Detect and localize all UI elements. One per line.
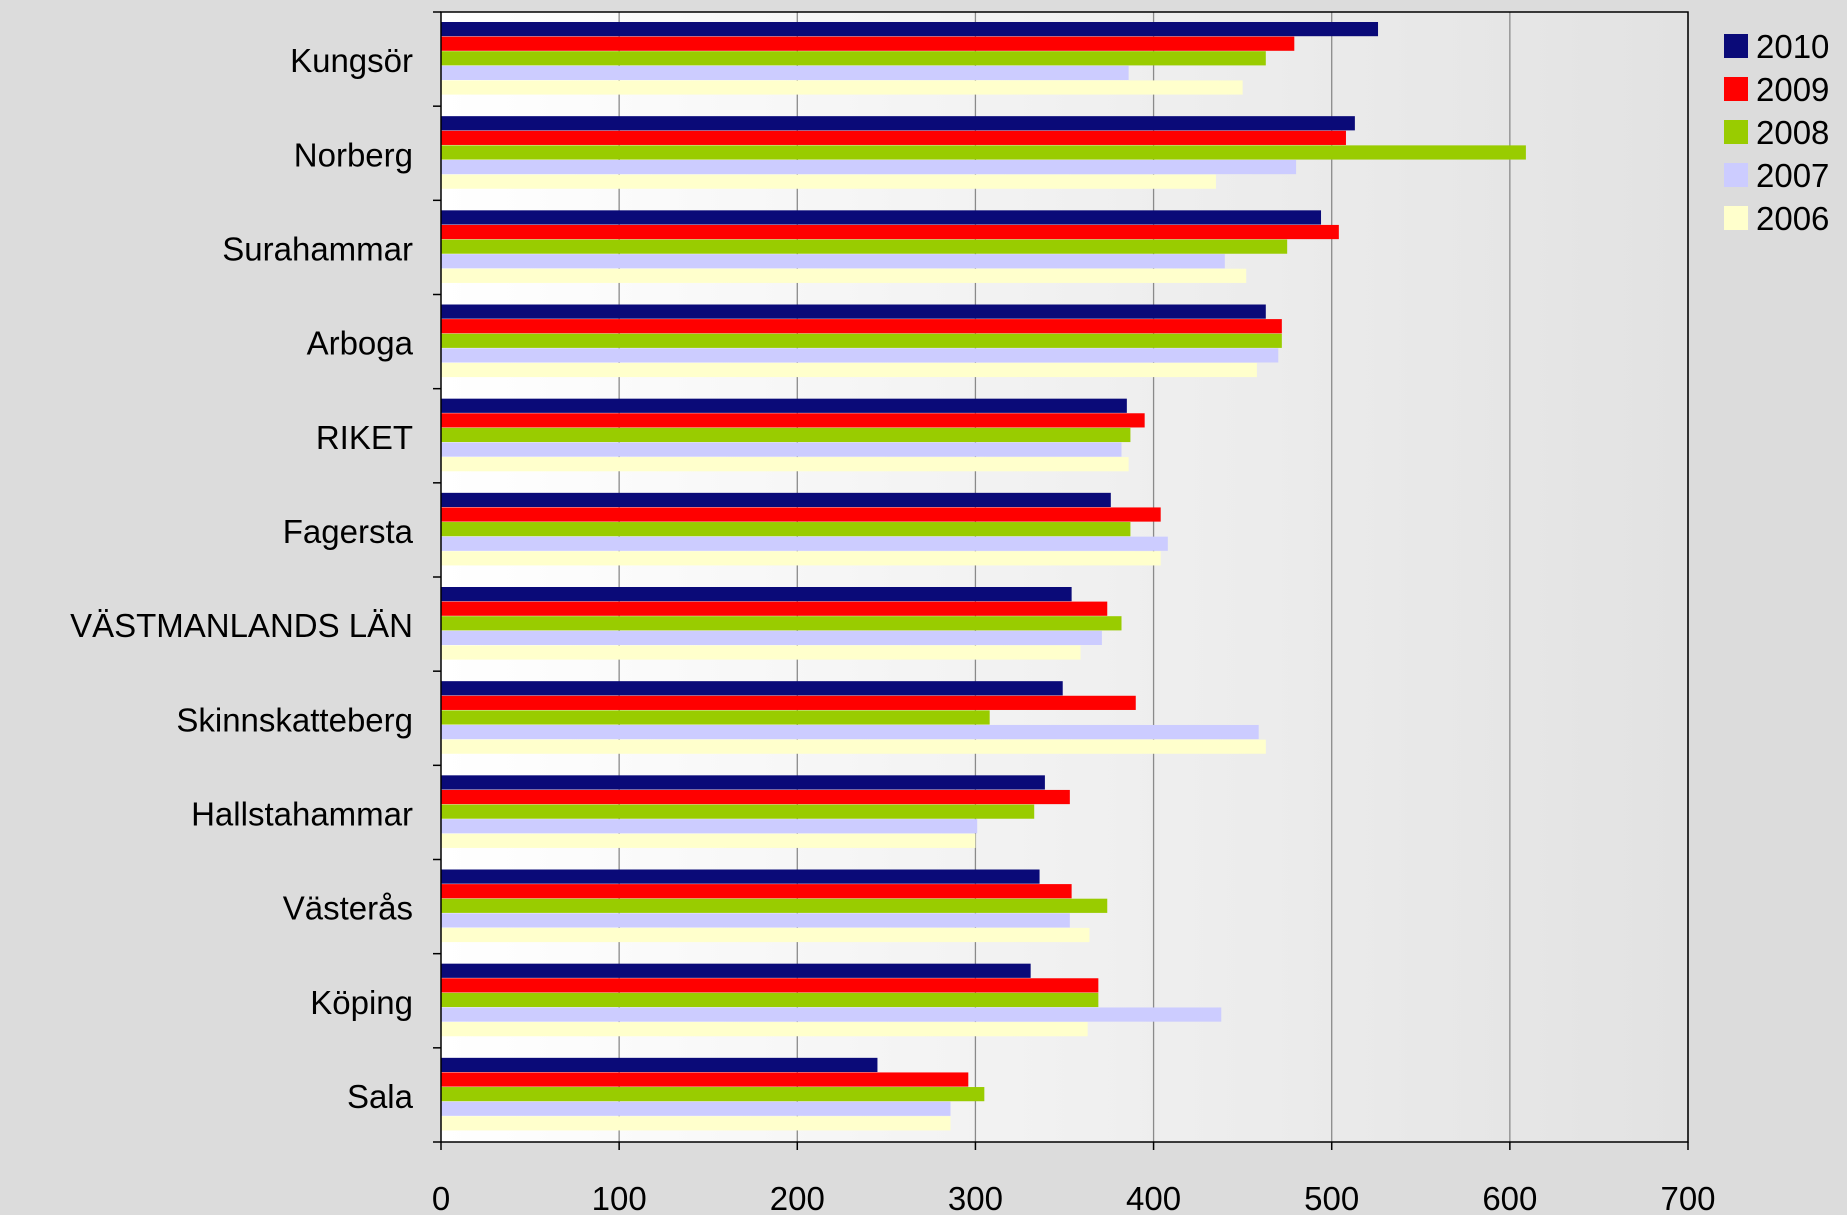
bar-2006-9 — [441, 927, 1090, 943]
bar-2007-3 — [441, 348, 1279, 363]
bar-2006-2 — [441, 268, 1247, 283]
bar-2009-7 — [441, 695, 1136, 710]
legend-swatch-2009 — [1724, 77, 1748, 101]
bar-2006-6 — [441, 645, 1081, 660]
bar-2010-1 — [441, 116, 1355, 131]
legend-swatch-2010 — [1724, 34, 1748, 58]
bar-2006-4 — [441, 457, 1129, 472]
x-tick-label: 600 — [1482, 1180, 1537, 1215]
x-tick-label: 400 — [1126, 1180, 1181, 1215]
bar-2007-2 — [441, 254, 1225, 269]
category-label: Köping — [310, 984, 413, 1021]
bar-2010-10 — [441, 963, 1031, 978]
bar-2008-11 — [441, 1087, 985, 1102]
bar-2008-8 — [441, 804, 1035, 819]
bar-2007-5 — [441, 536, 1168, 551]
bar-2009-1 — [441, 130, 1346, 145]
bar-2008-1 — [441, 145, 1526, 160]
bar-2006-3 — [441, 362, 1257, 378]
bar-2007-11 — [441, 1101, 951, 1116]
bar-2008-2 — [441, 239, 1288, 254]
legend-swatch-2007 — [1724, 163, 1748, 187]
category-label: Arboga — [307, 325, 414, 362]
bar-2010-5 — [441, 492, 1111, 508]
category-label: VÄSTMANLANDS LÄN — [70, 607, 413, 644]
category-label: Skinnskatteberg — [176, 701, 413, 738]
bar-2008-9 — [441, 898, 1108, 913]
bar-2006-7 — [441, 739, 1266, 754]
bar-2008-7 — [441, 710, 990, 725]
legend-label: 2007 — [1756, 157, 1829, 194]
category-label: Norberg — [294, 136, 413, 173]
legend-label: 2009 — [1756, 71, 1829, 108]
category-label: Surahammar — [222, 230, 413, 267]
bar-2010-8 — [441, 775, 1045, 790]
plot-area — [441, 12, 1688, 1142]
category-label: Hallstahammar — [191, 795, 413, 832]
category-label: Kungsör — [290, 42, 413, 79]
bar-2006-10 — [441, 1022, 1088, 1037]
bar-2010-9 — [441, 869, 1040, 884]
bar-2006-11 — [441, 1116, 951, 1131]
category-label: Fagersta — [283, 513, 414, 550]
bar-2009-0 — [441, 36, 1295, 51]
legend-label: 2008 — [1756, 114, 1829, 151]
bar-2010-3 — [441, 304, 1266, 319]
bar-2007-10 — [441, 1007, 1222, 1022]
axes — [433, 11, 1689, 1150]
category-labels: Kungsör Norberg Surahammar Arboga RIKET Fager… — [70, 42, 414, 1115]
legend-label: 2010 — [1756, 28, 1829, 65]
category-label: RIKET — [316, 419, 413, 456]
bar-2009-2 — [441, 224, 1339, 240]
bar-2010-0 — [441, 22, 1379, 37]
x-tick-label: 700 — [1660, 1180, 1715, 1215]
bar-2008-4 — [441, 427, 1131, 443]
bar-2008-5 — [441, 522, 1131, 537]
category-label: Sala — [347, 1078, 414, 1115]
x-tick-label: 300 — [948, 1180, 1003, 1215]
bar-2007-6 — [441, 630, 1102, 645]
legend-label: 2006 — [1756, 200, 1829, 237]
x-tick-label: 200 — [770, 1180, 825, 1215]
legend-swatch-2008 — [1724, 120, 1748, 144]
bar-2007-7 — [441, 724, 1259, 740]
bar-2006-5 — [441, 551, 1161, 566]
bar-2010-11 — [441, 1057, 878, 1073]
bar-2007-1 — [441, 159, 1297, 175]
bar-2010-6 — [441, 587, 1072, 602]
plot-background — [441, 12, 1688, 1142]
bar-2010-2 — [441, 210, 1322, 225]
bar-2009-6 — [441, 601, 1108, 616]
bar-2007-0 — [441, 65, 1129, 80]
bar-2009-11 — [441, 1072, 969, 1087]
x-tick-label: 0 — [432, 1180, 450, 1215]
bar-2009-5 — [441, 507, 1161, 522]
bar-2007-8 — [441, 819, 978, 834]
x-tick-labels: 0 100 200 300 400 500 600 700 — [432, 1180, 1716, 1215]
bar-2008-6 — [441, 616, 1122, 631]
bar-2007-4 — [441, 442, 1122, 457]
bar-2009-9 — [441, 884, 1072, 899]
bar-2009-4 — [441, 413, 1145, 428]
bar-2008-3 — [441, 333, 1282, 348]
bar-2008-0 — [441, 51, 1266, 66]
legend-swatch-2006 — [1724, 206, 1748, 230]
bar-2009-8 — [441, 789, 1070, 805]
bar-2010-7 — [441, 681, 1063, 696]
bar-2006-8 — [441, 833, 976, 848]
bar-2010-4 — [441, 398, 1127, 413]
bar-2006-1 — [441, 174, 1216, 189]
bar-2006-0 — [441, 80, 1243, 95]
bar-2009-10 — [441, 978, 1099, 993]
category-label: Västerås — [283, 890, 413, 927]
bar-2009-3 — [441, 319, 1282, 334]
x-tick-label: 500 — [1304, 1180, 1359, 1215]
bars — [441, 22, 1526, 1131]
x-tick-label: 100 — [592, 1180, 647, 1215]
bar-2007-9 — [441, 913, 1070, 928]
bar-2008-10 — [441, 992, 1099, 1008]
legend: 2010 2009 2008 2007 2006 — [1724, 28, 1829, 237]
